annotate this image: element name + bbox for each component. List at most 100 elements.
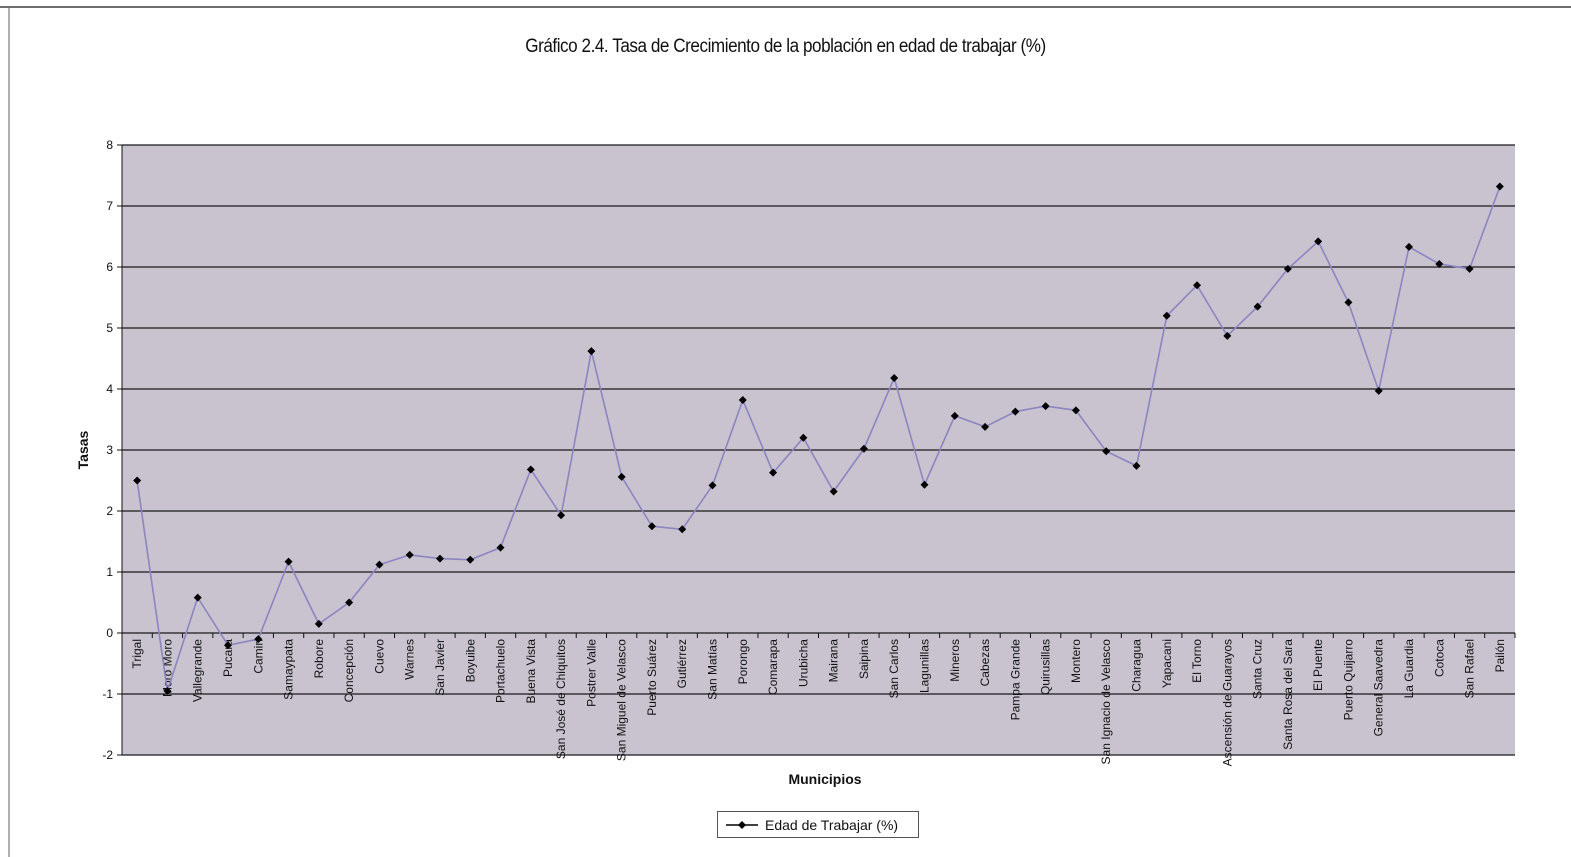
data-point xyxy=(496,543,505,552)
data-point xyxy=(1011,407,1020,416)
legend: Edad de Trabajar (%) xyxy=(717,811,919,838)
x-category-label: Mineros xyxy=(948,639,962,682)
data-point xyxy=(829,487,838,496)
x-category-label: Postrer Valle xyxy=(584,639,598,707)
x-category-label: Santa Rosa del Sara xyxy=(1281,639,1295,750)
x-category-label: Vallegrande xyxy=(191,639,205,702)
data-point xyxy=(859,444,868,453)
data-point xyxy=(1223,331,1232,340)
y-tick-label: -2 xyxy=(102,748,113,762)
x-category-label: Yapacani xyxy=(1160,639,1174,688)
data-point xyxy=(1374,386,1383,395)
data-point xyxy=(345,598,354,607)
y-axis: -2 -1 0 1 2 3 4 5 6 7 8 xyxy=(102,138,123,762)
x-category-label: El Torno xyxy=(1190,639,1204,683)
data-point xyxy=(1405,242,1414,251)
x-category-label: Urubicha xyxy=(796,639,810,687)
data-point xyxy=(1344,298,1353,307)
x-category-label: Saipina xyxy=(857,639,871,679)
y-tick-label: 2 xyxy=(106,504,113,518)
legend-line-marker-icon xyxy=(726,821,758,829)
x-category-label: Lagunillas xyxy=(917,639,931,693)
data-point xyxy=(1041,402,1050,411)
x-axis-title: Municipios xyxy=(788,771,861,787)
x-category-label: Robore xyxy=(312,639,326,679)
data-point xyxy=(1465,264,1474,273)
x-category-label: Mairana xyxy=(827,639,841,683)
data-point xyxy=(920,480,929,489)
legend-label: Edad de Trabajar (%) xyxy=(765,817,899,833)
x-category-label: Cotoca xyxy=(1432,639,1446,677)
data-points xyxy=(133,182,1504,695)
x-category-label: Portachuelo xyxy=(494,639,508,703)
chart-title: Gráfico 2.4. Tasa de Crecimiento de la p… xyxy=(525,36,1046,57)
x-category-label: Charagua xyxy=(1129,639,1143,692)
y-tick-label: 4 xyxy=(106,382,113,396)
data-point xyxy=(1435,259,1444,268)
data-point xyxy=(1071,406,1080,415)
x-category-label: Pampa Grande xyxy=(1008,639,1022,721)
data-point xyxy=(1132,461,1141,470)
data-point xyxy=(314,619,323,628)
data-point xyxy=(617,472,626,481)
x-category-label: Warnes xyxy=(403,639,417,680)
x-category-label: Porongo xyxy=(736,639,750,685)
x-category-label: San Carlos xyxy=(887,639,901,698)
data-point xyxy=(193,593,202,602)
data-point xyxy=(981,422,990,431)
x-category-label: Samaypata xyxy=(282,639,296,700)
x-category-label: San José de Chiquitos xyxy=(554,639,568,759)
x-category-label: Boyuibe xyxy=(463,639,477,683)
x-category-label: San Rafael xyxy=(1463,639,1477,698)
data-point xyxy=(375,560,384,569)
y-tick-label: 7 xyxy=(106,199,113,213)
left-border xyxy=(8,8,10,857)
y-tick-label: 5 xyxy=(106,321,113,335)
data-point xyxy=(284,557,293,566)
data-point xyxy=(950,411,959,420)
x-category-label: Comarapa xyxy=(766,639,780,695)
data-point xyxy=(1193,281,1202,290)
data-point xyxy=(526,465,535,474)
x-category-label: Puerto Suárez xyxy=(645,639,659,716)
y-axis-title: Tasas xyxy=(75,430,91,469)
data-point xyxy=(405,550,414,559)
x-category-label: Cabezas xyxy=(978,639,992,686)
x-category-label: Camiri xyxy=(251,639,265,674)
data-point xyxy=(557,511,566,520)
x-category-label: Quirusillas xyxy=(1039,639,1053,695)
y-tick-label: 0 xyxy=(106,626,113,640)
x-category-label: Buena Vista xyxy=(524,639,538,704)
y-tick-label: -1 xyxy=(102,687,113,701)
x-category-label: Pucara xyxy=(221,639,235,677)
data-point xyxy=(587,347,596,356)
x-category-label: Santa Cruz xyxy=(1251,639,1265,699)
x-category-label: Trigal xyxy=(130,639,144,669)
x-category-label: Gutiérrez xyxy=(675,639,689,688)
x-category-label: El Puente xyxy=(1311,639,1325,691)
top-border xyxy=(0,6,1571,8)
x-category-label: Pailón xyxy=(1493,639,1507,672)
data-point xyxy=(133,476,142,485)
data-point xyxy=(1314,237,1323,246)
data-point xyxy=(1253,302,1262,311)
x-category-label: San Miguel de Velasco xyxy=(615,639,629,761)
data-point xyxy=(769,468,778,477)
y-tick-label: 3 xyxy=(106,443,113,457)
data-point xyxy=(163,686,172,695)
x-category-label: Puerto Quijarro xyxy=(1341,639,1355,721)
data-point xyxy=(890,374,899,383)
x-category-label: Ascensión de Guarayos xyxy=(1220,639,1234,766)
x-category-label: Cuevo xyxy=(372,639,386,674)
data-point xyxy=(647,522,656,531)
data-point xyxy=(466,555,475,564)
series-line-edad-de-trabajar xyxy=(136,186,1501,692)
data-point xyxy=(678,525,687,534)
data-point xyxy=(223,641,232,650)
data-point xyxy=(1102,447,1111,456)
x-category-label: Concepción xyxy=(342,639,356,702)
data-point xyxy=(799,433,808,442)
x-category-label: San Matías xyxy=(706,639,720,700)
